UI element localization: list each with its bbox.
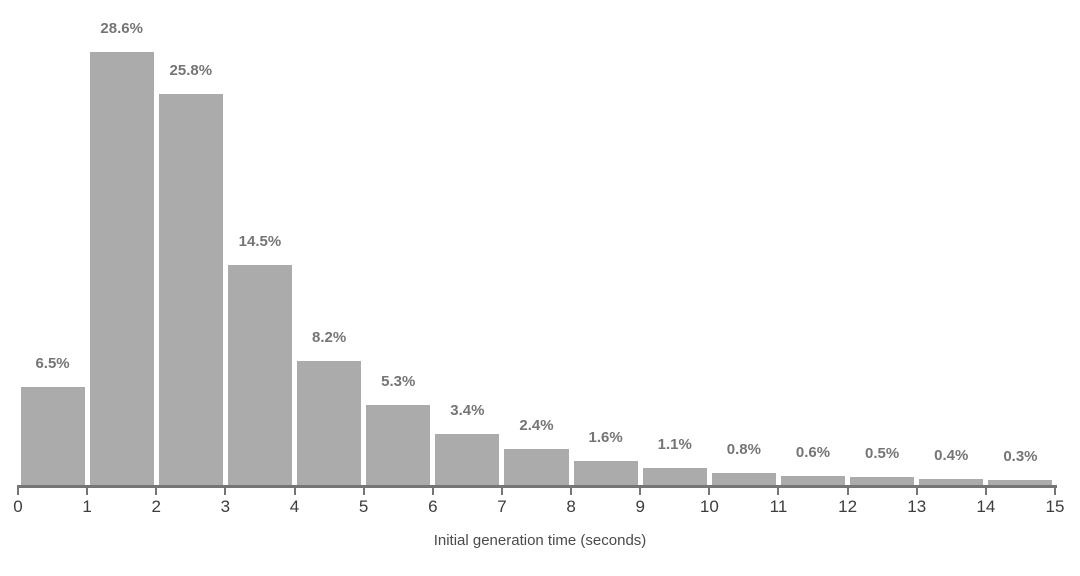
x-tick-label: 12 <box>838 497 858 516</box>
x-tick <box>984 485 987 495</box>
x-tick-label: 4 <box>289 497 300 516</box>
bar <box>850 477 915 485</box>
x-tick-label: 2 <box>151 497 161 516</box>
bar-value-label: 1.6% <box>588 428 623 446</box>
bar <box>435 433 500 485</box>
bar <box>573 460 638 485</box>
bar-value-label: 3.4% <box>450 401 485 419</box>
x-axis-line <box>17 485 1057 488</box>
x-axis-title: Initial generation time (seconds) <box>433 532 647 549</box>
x-tick-label: 15 <box>1045 497 1065 516</box>
bar-value-label: 0.5% <box>865 445 900 463</box>
bar-value-label: 6.5% <box>35 354 70 372</box>
bar-value-label: 1.1% <box>657 436 692 454</box>
x-tick-label: 9 <box>635 497 645 516</box>
x-tick-label: 14 <box>976 497 996 516</box>
bar <box>89 52 154 485</box>
x-tick <box>293 485 296 495</box>
x-tick-label: 10 <box>699 497 719 516</box>
bar <box>504 448 569 485</box>
x-tick <box>708 485 711 495</box>
bar-value-label: 28.6% <box>100 20 143 37</box>
x-tick-label: 13 <box>907 497 927 516</box>
x-tick <box>570 485 573 495</box>
bar <box>988 480 1053 485</box>
bar-value-label: 0.3% <box>1003 448 1038 466</box>
bar <box>642 468 707 485</box>
bar <box>711 472 776 485</box>
x-tick-label: 7 <box>497 497 507 516</box>
x-tick-label: 0 <box>13 497 23 516</box>
bar <box>158 94 223 485</box>
bar <box>20 386 85 485</box>
bar-value-label: 14.5% <box>238 233 282 251</box>
x-tick <box>777 485 780 495</box>
x-tick <box>915 485 918 495</box>
x-tick <box>846 485 849 495</box>
bar-value-label: 2.4% <box>519 416 554 434</box>
x-tick-label: 1 <box>82 497 92 516</box>
bar-value-label: 5.3% <box>381 372 416 390</box>
bar <box>227 265 293 485</box>
x-tick <box>17 485 19 495</box>
x-tick-label: 5 <box>358 497 369 516</box>
bar-value-label: 0.6% <box>795 443 831 461</box>
x-tick <box>155 485 158 495</box>
x-tick-label: 6 <box>428 497 438 516</box>
x-tick-label: 3 <box>220 497 231 516</box>
x-tick <box>86 485 89 495</box>
x-tick <box>1054 485 1056 495</box>
bar-value-label: 0.4% <box>934 446 969 464</box>
x-tick <box>639 485 642 495</box>
bar-value-label: 0.8% <box>726 440 761 458</box>
bar-value-label: 8.2% <box>311 328 347 346</box>
x-tick <box>431 485 434 495</box>
x-tick-label: 11 <box>769 497 788 516</box>
x-tick <box>500 485 503 495</box>
bar <box>366 404 431 485</box>
x-tick <box>224 485 227 495</box>
bar <box>780 475 846 485</box>
bar <box>919 478 984 485</box>
x-tick <box>362 485 365 495</box>
bar <box>297 360 362 485</box>
bar-value-label: 25.8% <box>169 62 213 80</box>
x-tick-label: 8 <box>566 497 576 516</box>
